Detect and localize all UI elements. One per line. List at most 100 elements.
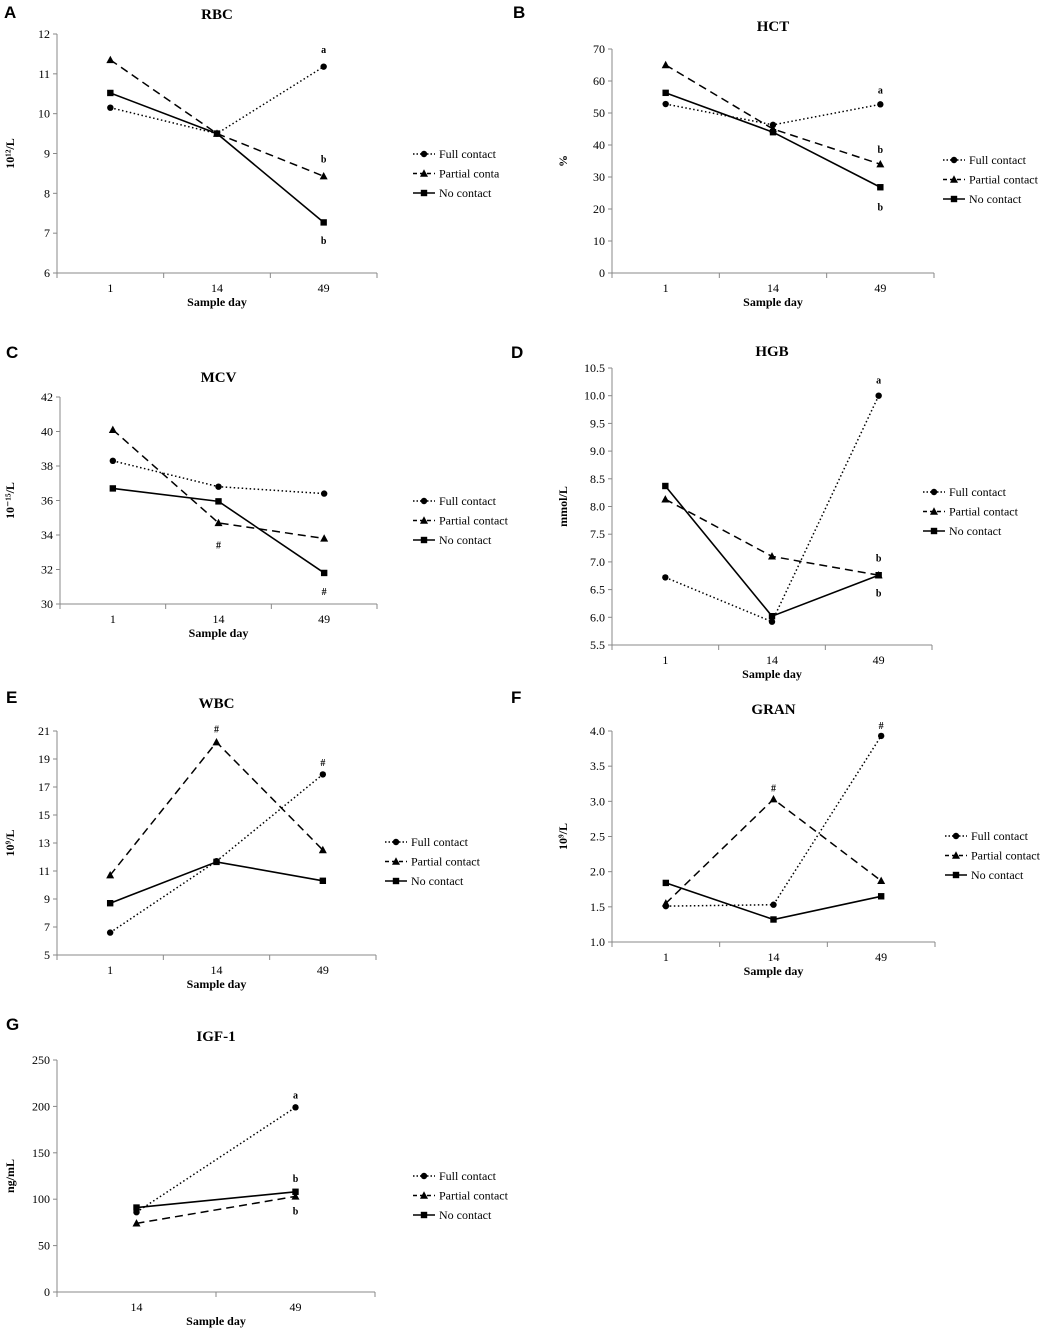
y-tick-label: 15 — [38, 808, 50, 822]
data-point-triangle — [291, 1192, 300, 1200]
data-point-triangle — [661, 60, 670, 69]
series-line — [664, 485, 879, 618]
legend-item-full-contact: Full contact — [413, 494, 497, 508]
series-line — [136, 1195, 296, 1225]
chart-hct: HCT 0 10 20 30 40 50 60 70 1 14 49 Sample day% a b b Ful… — [556, 19, 1039, 309]
legend: Full contact Partial contact No contact — [385, 835, 481, 888]
data-point-square — [133, 1204, 140, 1211]
x-tick-label: 1 — [662, 653, 668, 667]
y-tick-label: 70 — [593, 42, 605, 56]
data-point-square — [213, 858, 220, 866]
legend-marker-circle — [420, 497, 428, 505]
data-point-circle — [292, 1104, 299, 1111]
significance-label: b — [293, 1174, 299, 1185]
x-tick-label: 49 — [318, 281, 330, 295]
y-tick-label: 9.0 — [590, 444, 605, 458]
legend-item-full-contact: Full contact — [923, 485, 1007, 499]
legend-label: Full contact — [439, 147, 497, 161]
legend-label: Full contact — [949, 485, 1007, 499]
data-point-triangle — [212, 738, 221, 746]
x-tick-label: 1 — [107, 281, 113, 295]
y-tick-label: 9 — [44, 147, 50, 161]
panel-b: B HCT 0 10 20 30 40 50 60 70 1 14 49 Sample day% a b b F… — [513, 0, 1050, 322]
data-point-triangle — [768, 552, 776, 560]
chart-title: RBC — [201, 7, 233, 23]
data-point-square — [662, 482, 669, 490]
y-tick-label: 5 — [44, 948, 50, 962]
legend-label: No contact — [439, 533, 492, 547]
legend-label: Partial contact — [439, 1189, 509, 1203]
panel-label-f: F — [511, 688, 522, 707]
x-axis-title: Sample day — [744, 964, 804, 978]
data-point-triangle — [319, 172, 328, 180]
x-tick-label: 49 — [875, 950, 887, 964]
significance-label: b — [321, 236, 327, 247]
y-tick-label: 38 — [41, 459, 53, 473]
y-tick-label: 7.0 — [590, 555, 605, 569]
x-tick-label: 49 — [317, 963, 329, 977]
significance-label: b — [321, 154, 327, 165]
panel-c: C MCV 30 32 34 36 38 40 42 1 14 49 Sample day 10⁻¹⁵/… — [0, 340, 525, 660]
legend: Full contact Partial contact No contact — [413, 494, 509, 547]
y-tick-label: 30 — [41, 597, 53, 611]
series-line — [665, 882, 882, 921]
legend-item-full-contact: Full contact — [413, 147, 497, 161]
significance-label: b — [878, 202, 884, 213]
data-point-triangle — [661, 899, 670, 907]
panel-e: E WBC 5 7 9 11 13 15 17 19 21 1 14 49 Sample day 10⁹/L… — [0, 685, 525, 1005]
x-tick-label: 49 — [873, 653, 885, 667]
data-point-square — [320, 219, 327, 226]
legend-label: Full contact — [439, 494, 497, 508]
data-point-square — [662, 89, 669, 97]
legend-marker-circle — [952, 832, 960, 840]
data-point-triangle — [214, 518, 223, 527]
legend-item-no-contact: No contact — [923, 524, 1002, 538]
x-tick-label: 14 — [211, 963, 223, 977]
legend-item-full-contact: Full contact — [945, 829, 1029, 843]
y-axis-title: 10⁹/L — [3, 830, 17, 857]
legend-label: Partial contact — [411, 855, 481, 869]
data-point-square — [768, 612, 776, 620]
data-point-square — [320, 569, 328, 577]
series-line — [110, 66, 325, 135]
legend-marker-square — [420, 536, 428, 544]
legend-item-partial-contact: Partial contact — [923, 505, 1019, 519]
legend-label: No contact — [969, 192, 1022, 206]
data-point-square — [213, 130, 221, 137]
legend-marker-square — [930, 527, 938, 535]
x-axis-title: Sample day — [187, 295, 247, 309]
chart-wbc: WBC 5 7 9 11 13 15 17 19 21 1 14 49 Sample day 10⁹/L # #… — [3, 696, 481, 991]
series-line — [665, 92, 881, 188]
y-tick-label: 11 — [38, 864, 50, 878]
chart-mcv: MCV 30 32 34 36 38 40 42 1 14 49 Sample day 10⁻¹⁵/L #… — [3, 370, 509, 640]
chart-title: HCT — [757, 19, 790, 35]
significance-label: b — [293, 1206, 299, 1217]
legend-marker-circle — [420, 150, 428, 158]
data-point-square — [875, 571, 882, 579]
y-tick-label: 10.5 — [584, 361, 605, 375]
legend-marker-circle — [930, 488, 938, 496]
series-partial-contact — [661, 60, 885, 168]
data-point-triangle — [877, 876, 886, 885]
legend-item-no-contact: No contact — [413, 533, 492, 547]
panel-label-c: C — [6, 343, 19, 362]
x-tick-label: 49 — [874, 281, 886, 295]
y-tick-label: 12 — [38, 27, 50, 41]
significance-label: a — [293, 1090, 298, 1101]
significance-label: # — [214, 725, 219, 736]
significance-label: # — [771, 784, 776, 795]
y-tick-label: 42 — [41, 390, 53, 404]
x-tick-label: 49 — [290, 1300, 302, 1314]
data-point-circle — [320, 63, 327, 70]
series-partial-contact — [661, 795, 886, 907]
y-axis-title: 10⁹/L — [556, 823, 570, 850]
legend-label: No contact — [971, 868, 1024, 882]
data-point-square — [770, 916, 777, 923]
data-point-triangle — [108, 425, 117, 433]
data-point-triangle — [661, 495, 670, 503]
y-tick-label: 250 — [32, 1053, 50, 1067]
y-tick-label: 8.5 — [590, 472, 605, 486]
panel-f: F GRAN 1.0 1.5 2.0 2.5 3.0 3.5 4.0 1 14 49 Sample d… — [511, 685, 1050, 1005]
legend-item-no-contact: No contact — [413, 1208, 492, 1222]
series-line — [109, 59, 324, 177]
